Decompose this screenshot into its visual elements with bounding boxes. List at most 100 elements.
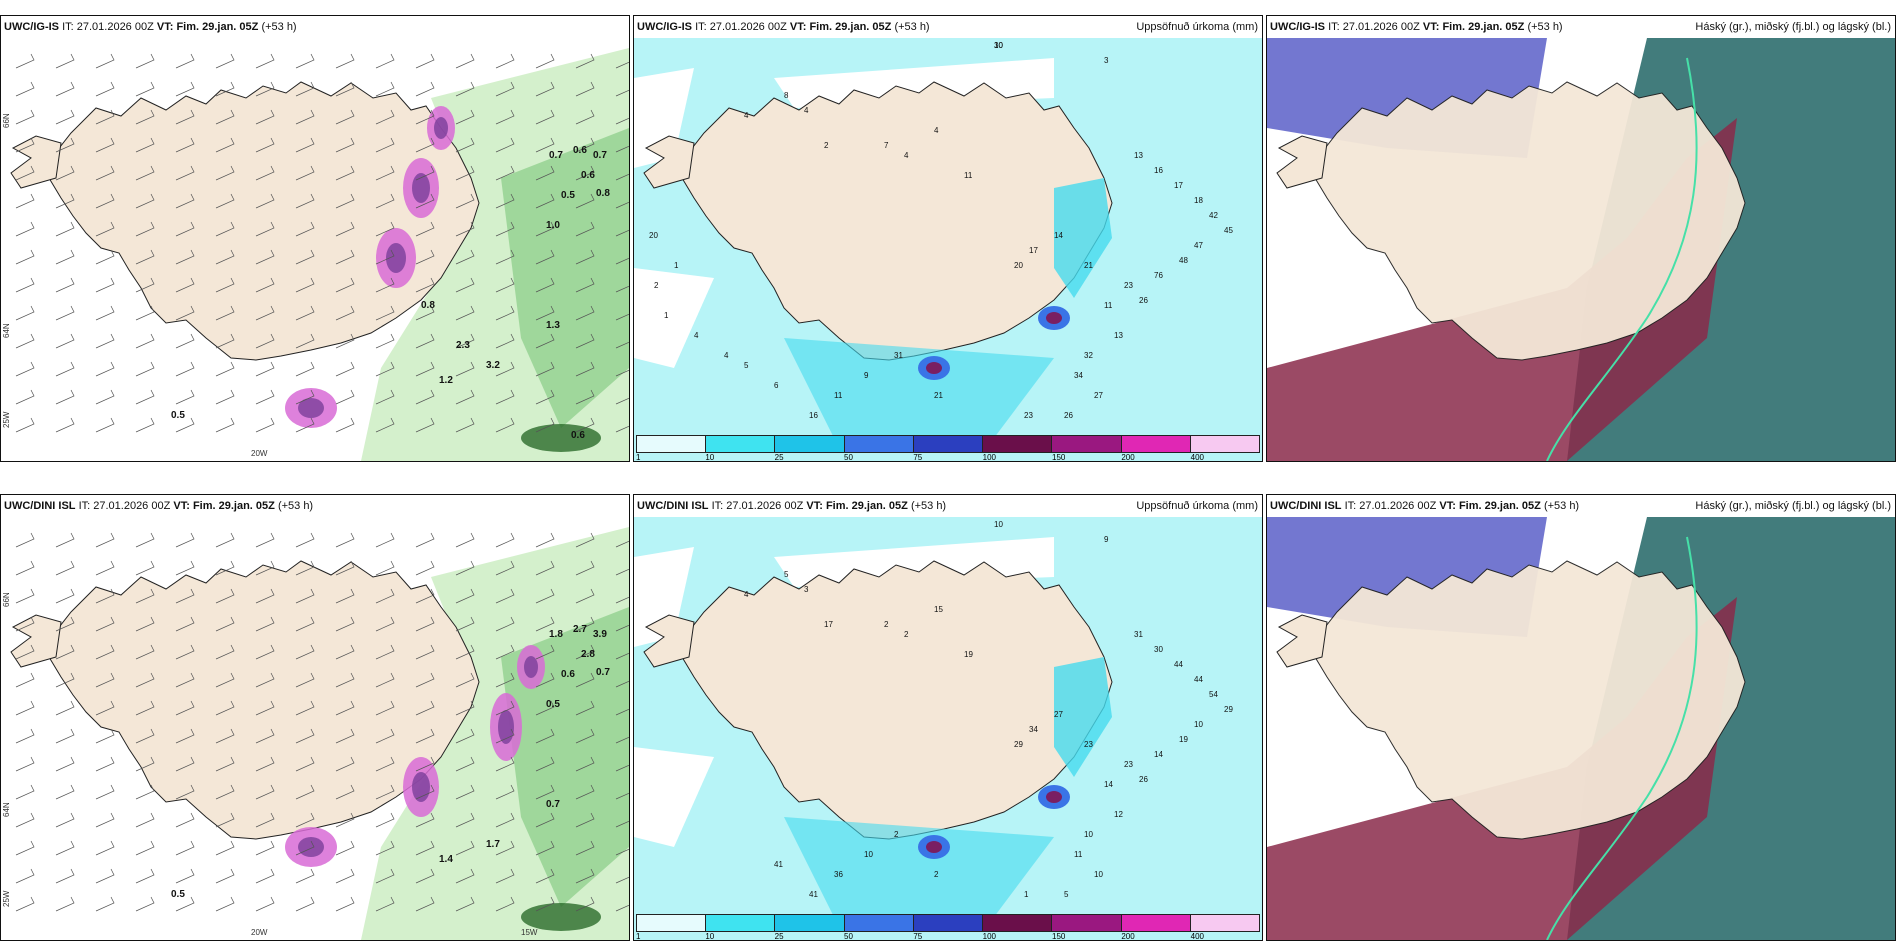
wind-barb bbox=[415, 389, 435, 405]
wind-barb bbox=[55, 137, 75, 153]
precip-band bbox=[1054, 178, 1112, 298]
precip-value-label: 41 bbox=[809, 890, 818, 899]
precip-value-label: 0.5 bbox=[561, 190, 575, 201]
wind-barb bbox=[15, 305, 35, 321]
wind-barb bbox=[15, 81, 35, 97]
wind-barb bbox=[55, 560, 75, 576]
wind-barb bbox=[95, 812, 115, 828]
wind-barb bbox=[455, 616, 475, 632]
wind-barb bbox=[495, 560, 515, 576]
map-panel-dini-cloud: UWC/DINI ISL IT: 27.01.2026 00Z VT: Fim.… bbox=[1266, 494, 1896, 941]
wind-barb bbox=[15, 277, 35, 293]
wind-barb bbox=[415, 333, 435, 349]
wind-barb bbox=[375, 840, 395, 856]
iceland-outline bbox=[1314, 560, 1746, 840]
legend-swatch bbox=[913, 436, 984, 452]
wind-barb bbox=[255, 728, 275, 744]
wind-barb bbox=[95, 361, 115, 377]
wind-barb bbox=[255, 868, 275, 884]
wind-barb bbox=[295, 560, 315, 576]
precip-value-label: 5 bbox=[1064, 890, 1069, 899]
precip-value-label: 0.5 bbox=[546, 699, 560, 710]
wind-barb bbox=[535, 896, 555, 912]
snowfall-core bbox=[524, 656, 538, 678]
wind-barb bbox=[455, 249, 475, 265]
precip-value-label: 44 bbox=[1174, 660, 1183, 669]
wind-barb bbox=[335, 81, 355, 97]
iceland-outline bbox=[1314, 81, 1746, 361]
wind-barb bbox=[495, 896, 515, 912]
precip-value-label: 4 bbox=[744, 111, 749, 120]
wind-barb bbox=[575, 672, 595, 688]
wind-barb bbox=[535, 109, 555, 125]
precip-value-label: 2 bbox=[824, 141, 829, 150]
dry-area bbox=[634, 268, 714, 368]
precip-value-label: 31 bbox=[1134, 630, 1143, 639]
wind-barb bbox=[575, 868, 595, 884]
wind-barb bbox=[575, 249, 595, 265]
legend-tick-label: 100 bbox=[982, 932, 997, 941]
wind-barb bbox=[615, 89, 629, 97]
wind-barb bbox=[135, 109, 155, 125]
wind-barb bbox=[535, 193, 555, 209]
precip-value-label: 76 bbox=[1154, 271, 1163, 280]
wind-barb bbox=[615, 201, 629, 209]
wind-barb bbox=[335, 417, 355, 433]
wind-barb bbox=[535, 277, 555, 293]
wind-barb bbox=[335, 165, 355, 181]
wind-barb bbox=[55, 672, 75, 688]
precip-band bbox=[784, 338, 1054, 438]
cloud-edge-contour bbox=[1546, 57, 1698, 461]
snowfall-core bbox=[298, 398, 324, 418]
wind-barb bbox=[615, 229, 629, 237]
precip-value-label: 1.0 bbox=[546, 220, 560, 231]
wind-barb bbox=[95, 193, 115, 209]
wind-barb bbox=[415, 137, 435, 153]
dry-area bbox=[634, 547, 694, 647]
snowfall-core bbox=[434, 117, 448, 139]
wind-barb bbox=[215, 333, 235, 349]
snowfall-core bbox=[298, 837, 324, 857]
wind-barb bbox=[455, 81, 475, 97]
legend-tick-label: 10 bbox=[705, 453, 715, 462]
wind-barb bbox=[495, 81, 515, 97]
wind-barb bbox=[335, 616, 355, 632]
wind-barb bbox=[215, 840, 235, 856]
wind-barb bbox=[575, 221, 595, 237]
precip-value-label: 0.7 bbox=[596, 667, 610, 678]
precip-value-label: 3.9 bbox=[593, 629, 607, 640]
precip-value-label: 27 bbox=[1054, 710, 1063, 719]
wind-barb bbox=[215, 588, 235, 604]
wind-barb bbox=[535, 532, 555, 548]
valid-time: Fim. 29.jan. 05Z bbox=[176, 21, 259, 33]
precip-value-label: 1.8 bbox=[549, 629, 563, 640]
wind-barb bbox=[15, 249, 35, 265]
wind-barb bbox=[95, 333, 115, 349]
wind-barb bbox=[615, 876, 629, 884]
wind-barb bbox=[375, 137, 395, 153]
legend-swatch bbox=[1190, 436, 1259, 452]
precip-value-label: 11 bbox=[834, 391, 843, 400]
wind-barb bbox=[15, 896, 35, 912]
panel-title: Háský (gr.), miðský (fj.bl.) og lágský (… bbox=[1695, 21, 1891, 33]
wind-barb bbox=[55, 896, 75, 912]
wind-barb bbox=[215, 532, 235, 548]
wind-barb bbox=[375, 616, 395, 632]
wind-barb bbox=[375, 193, 395, 209]
wind-barb bbox=[535, 784, 555, 800]
wind-barb bbox=[615, 596, 629, 604]
precip-max bbox=[1046, 312, 1062, 324]
wind-barb bbox=[15, 193, 35, 209]
wind-barb bbox=[55, 193, 75, 209]
map-panel-ig-cloud: UWC/IG-IS IT: 27.01.2026 00Z VT: Fim. 29… bbox=[1266, 15, 1896, 462]
precip-value-label: 21 bbox=[934, 391, 943, 400]
wind-barb bbox=[455, 784, 475, 800]
wind-barb bbox=[615, 708, 629, 716]
wind-barb bbox=[55, 249, 75, 265]
wind-barb bbox=[495, 305, 515, 321]
legend-swatch bbox=[1121, 436, 1191, 452]
wind-barb bbox=[215, 616, 235, 632]
wind-barb bbox=[575, 305, 595, 321]
wind-barb bbox=[295, 333, 315, 349]
wind-barb bbox=[615, 313, 629, 321]
